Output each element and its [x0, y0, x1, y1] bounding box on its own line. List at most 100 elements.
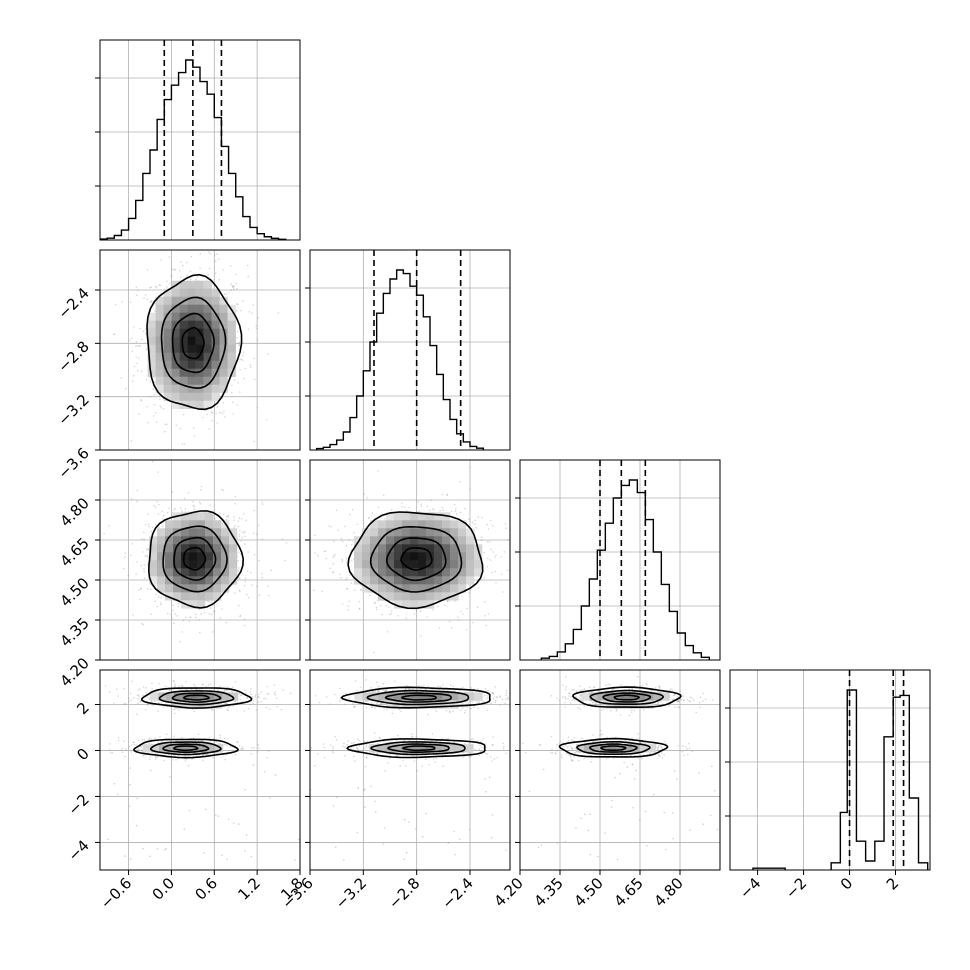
density-cell	[214, 744, 224, 753]
sample-point	[452, 685, 454, 688]
sample-point	[492, 693, 495, 695]
sample-point	[394, 453, 396, 455]
sample-point	[367, 517, 370, 519]
sample-point	[205, 685, 207, 688]
sample-point	[398, 708, 401, 711]
density-cell	[402, 568, 411, 577]
density-cell	[187, 280, 196, 289]
density-heatmap	[147, 280, 236, 409]
sample-point	[205, 753, 208, 756]
sample-point	[417, 501, 420, 503]
sample-point	[377, 690, 379, 693]
sample-point	[253, 440, 255, 443]
sample-point	[234, 700, 236, 703]
sample-point	[368, 516, 371, 519]
sample-point	[334, 553, 336, 556]
sample-point	[502, 748, 505, 750]
sample-point	[158, 702, 160, 704]
sample-point	[267, 585, 269, 587]
density-cell	[211, 376, 220, 385]
density-cell	[402, 560, 411, 569]
sample-point	[185, 616, 187, 619]
sample-point	[457, 616, 459, 618]
sample-point	[172, 759, 174, 761]
sample-point	[149, 380, 151, 383]
density-cell	[219, 352, 228, 361]
sample-point	[166, 733, 168, 736]
hist1d-panel-3	[725, 669, 931, 871]
sample-point	[431, 609, 434, 611]
sample-point	[377, 690, 380, 692]
density-cell	[221, 560, 230, 569]
sample-point	[382, 494, 385, 497]
contour-line	[133, 738, 240, 759]
sample-point	[236, 287, 238, 290]
sample-point	[391, 712, 394, 715]
sample-point	[353, 705, 355, 708]
sample-point	[349, 574, 352, 577]
sample-point	[220, 488, 223, 491]
density-cell	[203, 336, 212, 345]
sample-point	[201, 683, 204, 686]
density-cell	[386, 528, 395, 537]
sample-point	[377, 689, 379, 692]
sample-point	[376, 702, 378, 704]
sample-point	[154, 755, 157, 758]
density-cell	[187, 288, 196, 297]
sample-point	[469, 466, 472, 469]
sample-point	[147, 513, 149, 515]
sample-point	[346, 587, 348, 590]
sample-point	[133, 326, 135, 328]
contour-line	[147, 510, 245, 609]
sample-point	[117, 736, 120, 739]
sample-point	[239, 577, 241, 579]
sample-point	[339, 687, 341, 690]
sample-point	[161, 510, 163, 513]
sample-point	[224, 702, 226, 705]
sample-point	[128, 697, 130, 700]
sample-point	[231, 686, 234, 689]
sample-point	[275, 697, 278, 699]
contour-line	[182, 546, 207, 571]
sample-point	[210, 613, 213, 615]
sample-point	[149, 396, 152, 398]
histogram-step-line	[315, 269, 485, 450]
sample-point	[120, 377, 122, 379]
sample-point	[209, 504, 211, 506]
sample-point	[228, 689, 231, 692]
sample-point	[130, 744, 133, 747]
sample-point	[136, 694, 139, 697]
sample-point	[131, 680, 133, 682]
panel-frame	[99, 669, 301, 871]
sample-point	[225, 293, 228, 295]
sample-point	[243, 584, 246, 587]
sample-point	[348, 539, 350, 541]
sample-point	[200, 485, 203, 488]
sample-point	[133, 741, 135, 744]
density-cell	[370, 560, 379, 569]
density-cell	[155, 336, 164, 345]
density-cell	[165, 692, 175, 701]
sample-point	[435, 710, 438, 712]
sample-point	[256, 585, 258, 588]
density-cell	[203, 376, 212, 385]
sample-point	[469, 707, 471, 709]
density-cell	[394, 600, 403, 609]
sample-point	[233, 285, 235, 288]
sample-point	[149, 769, 152, 772]
density-cell	[171, 352, 180, 361]
sample-point	[332, 556, 335, 558]
sample-point	[504, 698, 507, 700]
sample-point	[265, 706, 268, 709]
sample-point	[240, 553, 242, 556]
density-cell	[195, 320, 204, 329]
sample-point	[156, 605, 159, 608]
sample-point	[252, 304, 254, 306]
density-cell	[219, 360, 228, 369]
sample-point	[108, 691, 111, 693]
sample-point	[484, 615, 487, 617]
density-cell	[189, 568, 198, 577]
sample-point	[154, 584, 157, 587]
density-cell	[203, 384, 212, 393]
sample-point	[470, 737, 473, 740]
